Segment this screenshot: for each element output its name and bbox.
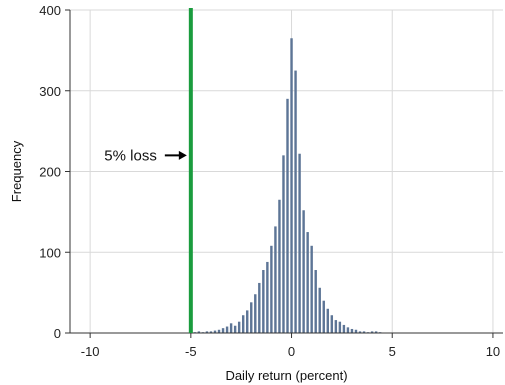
histogram-bar <box>374 331 378 333</box>
histogram-bar <box>282 155 285 333</box>
histogram-bar <box>254 294 257 333</box>
histogram-bar <box>318 287 321 333</box>
histogram-bar <box>197 331 201 333</box>
histogram-bars <box>193 38 382 333</box>
histogram-bar <box>306 232 309 333</box>
histogram-bar <box>354 329 358 333</box>
histogram-bar <box>302 210 305 333</box>
y-tick-label: 400 <box>39 3 61 18</box>
histogram-bar <box>241 315 245 333</box>
histogram-bar <box>270 245 273 333</box>
y-axis-title: Frequency <box>9 140 24 202</box>
x-tick-label: -5 <box>185 344 197 359</box>
y-tick-label: 200 <box>39 165 61 180</box>
histogram-bar <box>274 226 277 333</box>
histogram-bar <box>322 300 325 333</box>
histogram-bar <box>294 70 297 333</box>
histogram-bar <box>233 325 237 333</box>
histogram-bar <box>350 328 354 333</box>
histogram-bar <box>250 302 253 333</box>
histogram-bar <box>266 261 269 333</box>
histogram-bar <box>326 308 329 333</box>
x-axis-title: Daily return (percent) <box>225 368 347 383</box>
histogram-bar <box>262 270 265 333</box>
histogram-bar <box>310 245 313 333</box>
histogram-bar <box>213 330 217 333</box>
histogram-bar <box>209 331 213 333</box>
histogram-bar <box>338 321 342 333</box>
histogram-bar <box>370 331 374 333</box>
y-tick-label: 0 <box>54 326 61 341</box>
histogram-bar <box>298 153 301 333</box>
y-tick-label: 300 <box>39 84 61 99</box>
histogram-bar <box>278 199 281 333</box>
histogram-bar <box>362 331 366 333</box>
histogram-bar <box>225 326 229 333</box>
axes <box>65 9 503 338</box>
histogram-bar <box>334 320 338 333</box>
x-tick-label: 10 <box>486 344 500 359</box>
histogram-bar <box>221 328 225 333</box>
histogram-bar <box>342 324 346 333</box>
histogram-bar <box>237 321 241 333</box>
loss-annotation-label: 5% loss <box>104 147 157 164</box>
y-tick-label: 100 <box>39 245 61 260</box>
histogram-bar <box>205 331 209 333</box>
histogram-bar <box>229 323 233 333</box>
histogram-bar <box>217 329 221 333</box>
histogram-bar <box>290 38 293 333</box>
histogram-bar <box>258 282 261 333</box>
histogram-bar <box>286 98 289 333</box>
x-tick-label: 5 <box>389 344 396 359</box>
loss-annotation-arrow <box>164 150 187 160</box>
x-tick-label: -10 <box>81 344 100 359</box>
histogram-bar <box>314 270 317 333</box>
x-tick-label: 0 <box>288 344 295 359</box>
histogram-bar <box>330 315 334 333</box>
histogram-bar <box>346 327 350 333</box>
arrow-head <box>178 150 187 160</box>
histogram-bar <box>358 331 362 333</box>
histogram-bar <box>246 310 249 333</box>
